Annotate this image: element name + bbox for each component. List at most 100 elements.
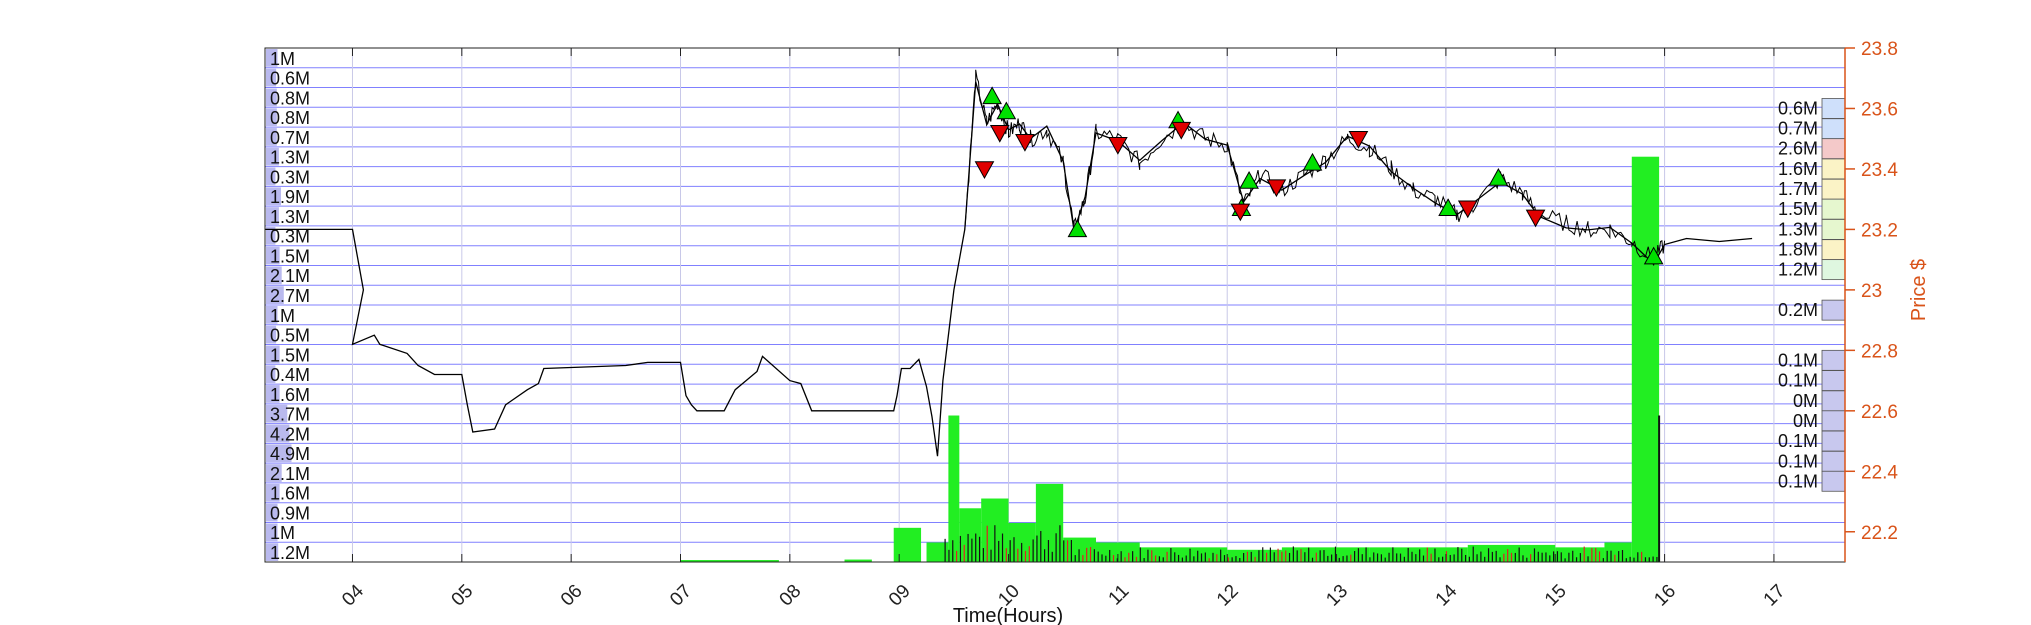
left-volume-label: 0.9M [270,503,310,523]
right-volume-label: 0.6M [1778,98,1818,118]
left-volume-bar [266,444,292,463]
volume-bar [1227,549,1282,562]
left-volume-label: 0.5M [270,326,310,346]
right-volume-box [1821,178,1846,200]
left-volume-label: 0.7M [270,128,310,148]
volume-bar [948,415,960,562]
left-volume-label: 0.6M [270,69,310,89]
left-volume-label: 1.2M [270,543,310,563]
axes [264,47,1846,563]
right-volume-label: 0.1M [1778,471,1818,491]
left-volume-bar [266,108,277,127]
right-volume-box [1821,158,1846,180]
right-volume-label: 1.3M [1778,219,1818,239]
left-volume-label: 1M [270,523,295,543]
x-tick-label: 08 [776,581,806,611]
y-tick-label: 23.6 [1861,99,1898,120]
left-volume-bar [266,365,276,384]
left-volume-bar [266,286,284,304]
y-tick-label: 22.4 [1861,462,1898,483]
right-volume-box [1821,239,1846,261]
left-volume-label: 0.3M [270,227,310,247]
x-tick-label: 11 [1105,581,1134,610]
right-volume-box [1821,198,1846,220]
right-volume-box [1821,470,1846,492]
left-volume-label: 2.1M [270,266,310,286]
trade-markers [974,86,1664,265]
left-volume-label: 0.3M [270,167,310,187]
left-volume-label: 2.7M [270,286,310,306]
volume-bar [1369,547,1468,562]
sell-marker [1015,134,1035,152]
right-volume-box [1821,299,1846,321]
left-volume-bar [266,306,278,324]
y-tick-label: 22.2 [1861,523,1898,544]
sell-marker [1230,203,1251,222]
price-series-line [265,69,1753,457]
left-volume-bar [266,325,277,344]
volume-bar [1631,156,1660,562]
left-volume-label: 1M [270,49,295,69]
y-tick-label: 23.8 [1861,39,1898,60]
volume-bar [1139,547,1228,562]
y-axis-label: Price $ [1908,259,1930,321]
left-volume-bar [266,167,276,186]
sell-marker [1266,179,1287,198]
right-volume-label: 1.5M [1778,199,1818,219]
left-volume-label: 4.9M [270,444,310,464]
left-volume-bar [266,207,279,225]
right-volume-box [1821,259,1846,281]
left-volume-bar [266,128,277,146]
right-volume-box [1821,98,1846,119]
left-volume-label: 0.8M [270,88,310,108]
x-tick-label: 17 [1760,581,1790,611]
x-tick-label: 09 [885,581,915,611]
x-tick-label: 05 [448,581,478,611]
left-volume-label: 1.3M [270,207,310,227]
right-volume-label: 0.1M [1778,451,1818,471]
volume-bar [1281,547,1370,562]
right-volume-label: 1.6M [1778,159,1818,179]
left-volume-bar [266,385,280,403]
right-volume-label: 0.1M [1778,371,1818,391]
y-tick-labels: 22.2 22.4 22.6 22.8 23 23.2 23.4 23.6 23.8 [1845,39,1898,544]
left-volume-label: 0.4M [270,365,310,385]
right-volume-label: 1.2M [1778,260,1818,280]
y-tick-label: 22.6 [1861,402,1898,423]
right-volume-box [1821,219,1846,240]
price-noise-line [964,69,1666,266]
right-volume-label: 0.1M [1778,431,1818,451]
x-tick-label: 12 [1213,581,1243,611]
sell-marker [1348,131,1369,149]
left-volume-bar [266,503,278,522]
sell-marker [1525,209,1546,228]
right-volume-box [1821,118,1846,140]
sell-marker [989,124,1010,143]
left-volume-label: 4.2M [270,424,310,444]
right-volume-label: 0.2M [1778,300,1818,320]
volume-bar [926,542,949,562]
left-volume-bar [266,187,281,206]
left-volume-label: 1.6M [270,385,310,405]
right-volume-box [1821,349,1846,371]
left-volume-bar [266,483,280,502]
y-tick-label: 23 [1861,281,1882,302]
left-volume-label: 3.7M [270,405,310,425]
x-tick-labels: 04 05 06 07 08 09 10 11 12 13 14 15 16 17 [338,48,1789,610]
right-volume-box [1821,430,1846,452]
right-volume-box [1821,410,1846,432]
buy-marker [1488,167,1509,186]
x-tick-label: 04 [338,580,368,610]
volume-bars [680,156,1661,562]
left-volume-bar [266,345,280,364]
buy-marker [1643,246,1664,265]
x-tick-label: 15 [1541,581,1571,611]
left-volume-label: 2.1M [270,464,310,484]
left-volume-bar [266,266,282,285]
sell-marker [1171,121,1192,140]
buy-marker [1438,198,1458,216]
right-volume-box [1821,138,1846,160]
right-volume-profile: 0.6M0.7M2.6M1.6M1.7M1.5M1.3M1.8M1.2M 0.2M… [1778,98,1846,492]
right-volume-box [1821,370,1846,391]
left-volume-label: 1.6M [270,484,310,504]
